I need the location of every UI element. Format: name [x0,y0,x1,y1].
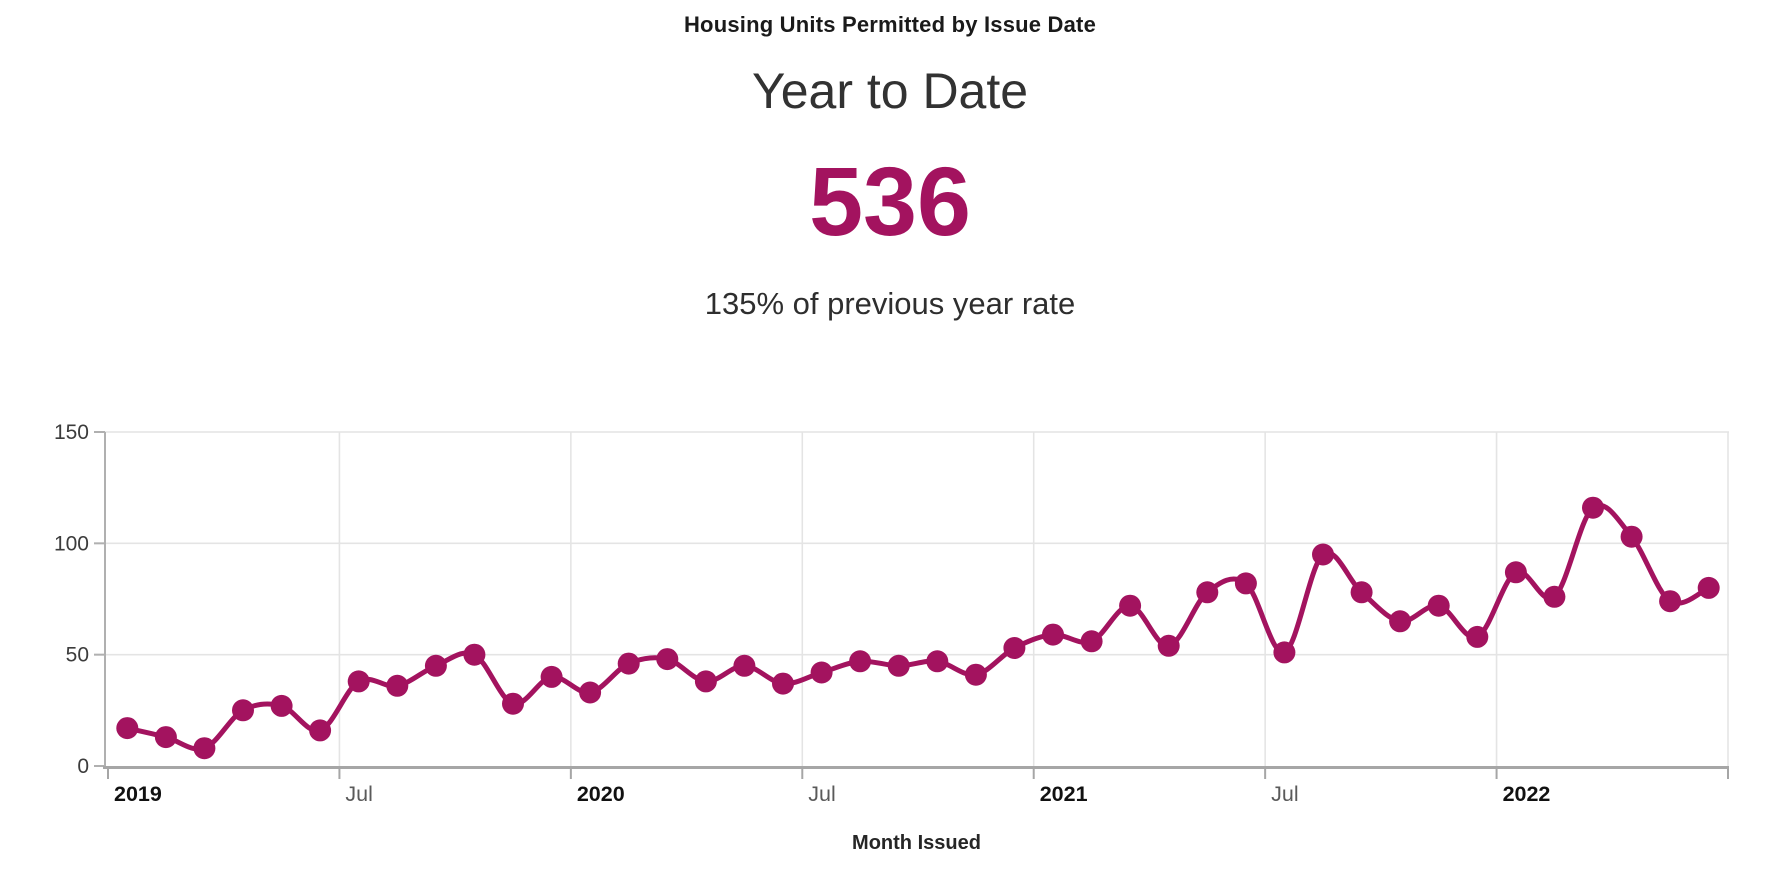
data-point[interactable] [849,650,872,673]
data-point[interactable] [1504,561,1527,584]
data-point[interactable] [579,681,602,704]
data-point[interactable] [1466,625,1489,648]
data-point[interactable] [502,692,524,715]
data-point[interactable] [154,726,177,749]
data-point[interactable] [1119,594,1142,617]
data-point[interactable] [887,654,910,677]
data-point[interactable] [1273,641,1296,664]
data-point[interactable] [1582,496,1604,519]
card-title: Housing Units Permitted by Issue Date [683,12,1097,37]
data-point[interactable] [1350,581,1373,604]
x-tick-label: 2022 [1503,782,1551,806]
x-axis-title: Month Issued [852,832,981,854]
data-point[interactable] [656,648,679,671]
data-point[interactable] [1080,630,1103,653]
data-point[interactable] [926,650,949,673]
data-point[interactable] [270,694,293,717]
data-point[interactable] [1543,585,1566,608]
series-line [124,502,1712,752]
x-tick-label: Jul [345,782,372,806]
data-point[interactable] [1659,590,1682,613]
x-tick-label: Jul [1271,782,1298,806]
data-point[interactable] [772,672,794,695]
data-point[interactable] [347,670,370,693]
data-point[interactable] [617,652,640,675]
data-point[interactable] [1042,623,1064,646]
y-tick-label: 50 [66,644,89,667]
data-point[interactable] [386,674,409,697]
data-point[interactable] [964,663,987,686]
data-point[interactable] [424,654,447,677]
data-point[interactable] [1620,525,1643,548]
data-point[interactable] [1157,634,1180,657]
line-chart: 0 50 100 150 2019 Jul 2020 Jul 2021 Jul 2022 [54,421,1729,806]
y-tick-label: 0 [77,755,89,778]
data-point[interactable] [309,719,332,742]
data-point[interactable] [1312,543,1334,566]
comparison-text: 135% of previous year rate [704,286,1076,321]
x-tick-label: 2020 [577,782,625,806]
data-point[interactable] [694,670,717,693]
data-point[interactable] [463,643,486,666]
data-point[interactable] [810,661,833,684]
data-point[interactable] [193,737,216,760]
data-point[interactable] [1427,594,1450,617]
x-tick-label: 2021 [1040,782,1088,806]
data-point[interactable] [1697,576,1720,599]
data-point[interactable] [116,717,139,740]
data-point[interactable] [1196,581,1219,604]
data-point[interactable] [232,699,254,722]
x-tick-label: Jul [808,782,835,806]
data-point[interactable] [1234,572,1257,595]
y-tick-label: 100 [54,532,89,555]
data-point[interactable] [733,654,756,677]
x-tick-label: 2019 [114,782,162,806]
data-point[interactable] [1389,610,1412,633]
year-to-date-label: Year to Date [751,63,1029,119]
ytd-value: 536 [809,147,971,256]
data-point[interactable] [540,665,563,688]
y-tick-label: 150 [54,421,89,444]
data-point[interactable] [1003,637,1026,659]
